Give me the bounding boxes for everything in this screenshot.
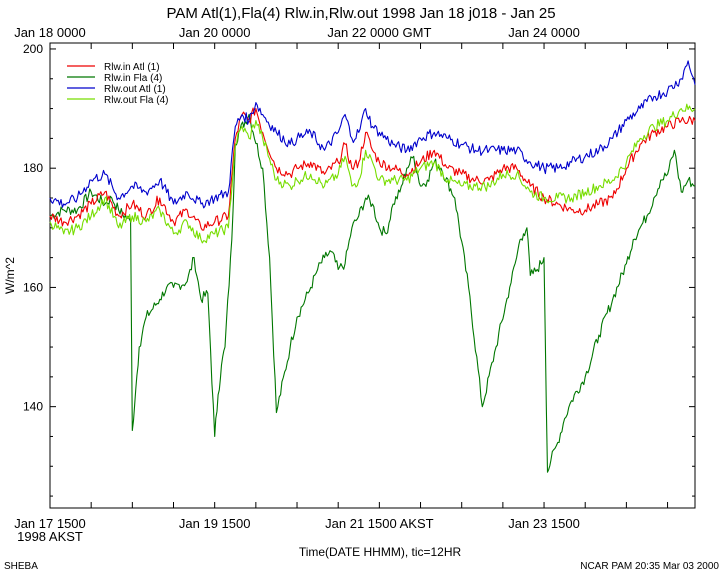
y-tick-label: 180 (23, 161, 43, 175)
top-tick-labels: Jan 18 0000 Jan 20 0000 Jan 22 0000 GMT Jan… (14, 25, 580, 40)
y-tick-label: 140 (23, 400, 43, 414)
series-line (49, 103, 696, 244)
x-tick-label: Jan 21 1500 AKST (325, 516, 433, 531)
x-tick-label: Jan 19 1500 (179, 516, 251, 531)
plot-frame (49, 42, 696, 509)
footer-right: NCAR PAM 20:35 Mar 03 2000 (580, 561, 719, 572)
legend-label: Rlw.out Atl (1) (104, 84, 166, 95)
top-tick-label: Jan 18 0000 (14, 25, 86, 40)
legend: Rlw.in Atl (1)Rlw.in Fla (4)Rlw.out Atl … (67, 62, 168, 106)
plot-area: Rlw.in Atl (1)Rlw.in Fla (4)Rlw.out Atl … (49, 42, 696, 509)
top-tick-label: Jan 20 0000 (179, 25, 251, 40)
series-line (49, 107, 696, 231)
y-tick-labels: 140 160 180 200 (23, 42, 43, 414)
top-tick-label: Jan 22 0000 GMT (327, 25, 431, 40)
x-tick-label: Jan 17 1500 (14, 516, 86, 531)
y-tick-label: 200 (23, 42, 43, 56)
legend-label: Rlw.out Fla (4) (104, 95, 168, 106)
legend-label: Rlw.in Fla (4) (104, 73, 162, 84)
footer-left: SHEBA (4, 561, 38, 572)
y-tick-label: 160 (23, 280, 43, 294)
x-axis-label: Time(DATE HHMM), tic=12HR (299, 545, 462, 559)
series-line (49, 113, 696, 473)
x-tick-label: Jan 23 1500 (508, 516, 580, 531)
series-line (49, 60, 696, 209)
top-tick-label: Jan 24 0000 (508, 25, 580, 40)
x-tick-sublabel: 1998 AKST (17, 529, 83, 544)
legend-label: Rlw.in Atl (1) (104, 62, 160, 73)
series-layer (49, 60, 696, 473)
chart-title: PAM Atl(1),Fla(4) Rlw.in,Rlw.out 1998 Ja… (166, 5, 555, 22)
axis-ticks (49, 43, 695, 508)
y-axis-label: W/m^2 (3, 257, 17, 294)
